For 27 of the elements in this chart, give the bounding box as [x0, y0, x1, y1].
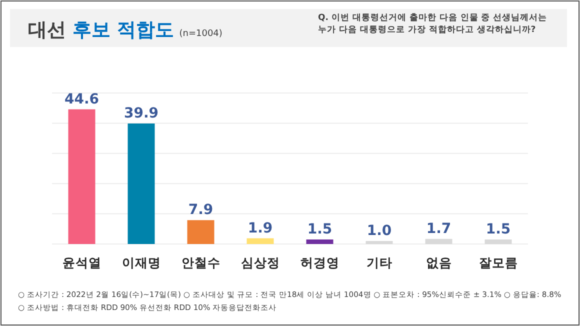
- data-label: 39.9: [124, 106, 159, 122]
- x-tick-label: 심상정: [240, 255, 280, 270]
- text: Q. 이번 대통령선거에 출마한 다음 인물 중 선생님께서는 누가 다음 대통령으로 가장 적합하다고 생각하십니까?: [318, 12, 548, 36]
- data-label: 1.5: [486, 221, 511, 238]
- data-label: 1.9: [248, 220, 273, 236]
- x-tick-label: 허경영: [300, 255, 340, 270]
- chart-title: 대선 후보 적합도: [28, 19, 174, 41]
- x-tick-label: 잘모름: [478, 255, 518, 270]
- data-label: 7.9: [188, 202, 214, 218]
- bar: [306, 239, 334, 244]
- x-tick-label: 없음: [426, 255, 452, 270]
- bar: [128, 124, 155, 244]
- data-label: 1.0: [366, 222, 392, 239]
- bar: [68, 109, 96, 244]
- bar: [484, 239, 512, 244]
- chart-subtitle: (n=1004): [179, 29, 222, 39]
- data-label: 1.7: [426, 220, 452, 237]
- bar: [366, 240, 393, 244]
- bar: [425, 238, 452, 244]
- bar: [246, 238, 274, 244]
- data-label: 44.6: [64, 91, 100, 108]
- x-tick-label: 안철수: [181, 255, 220, 270]
- bar: [187, 220, 214, 244]
- data-label: 1.5: [307, 221, 332, 238]
- x-tick-label: 이재명: [122, 255, 161, 270]
- x-tick-label: 기타: [366, 255, 392, 270]
- x-tick-label: 윤석열: [62, 255, 102, 270]
